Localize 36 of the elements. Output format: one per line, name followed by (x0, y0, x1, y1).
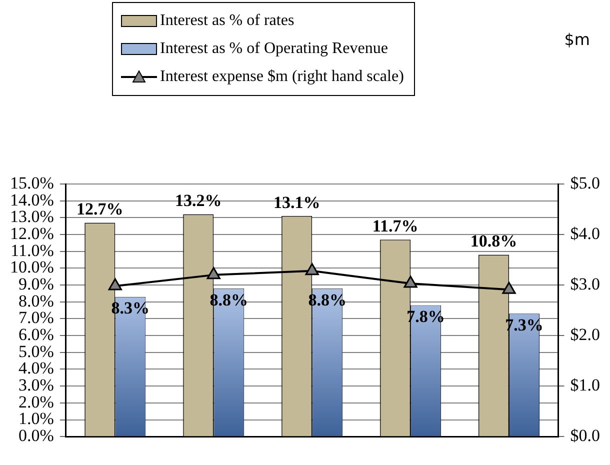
y-tick-label: 7.0% (18, 308, 54, 328)
point (206, 267, 220, 280)
y-tick-label: 6.0% (18, 325, 54, 344)
legend-label: Interest as % of rates (160, 12, 294, 30)
y-tick-label: 15.0% (10, 173, 54, 192)
y2-tick-label: $0.0 (570, 426, 600, 446)
y-tick-label: 10.0% (10, 258, 54, 277)
data-label: 11.7% (372, 216, 418, 236)
y-tick-label: 9.0% (18, 274, 54, 294)
y2-tick-label: $1.0 (570, 376, 600, 395)
data-label: 10.8% (470, 232, 518, 251)
point (404, 276, 418, 288)
y-tick-label: 4.0% (18, 358, 54, 378)
y2-tick-label: $3.0 (570, 274, 600, 294)
text: $m (564, 30, 590, 49)
legend-label: Interest as % of Operating Revenue (160, 40, 388, 58)
point (305, 263, 319, 276)
y-tick-label: 5.0% (18, 342, 54, 361)
y-tick-label: 11.0% (10, 240, 54, 260)
data-label: 12.7% (76, 200, 124, 219)
y2-tick-label: $2.0 (570, 325, 600, 344)
y-tick-label: 8.0% (18, 291, 54, 310)
y-tick-label: 1.0% (18, 409, 54, 428)
data-label: 13.1% (273, 192, 320, 212)
y2-tick-label: $5.0 (570, 173, 600, 192)
point (108, 278, 122, 290)
y-tick-label: 13.0% (10, 207, 54, 226)
y-tick-label: 0.0% (18, 426, 54, 446)
data-label: 13.2% (174, 191, 222, 210)
y2-tick-label: $4.0 (570, 224, 600, 243)
y-tick-label: 14.0% (10, 190, 54, 210)
y-tick-label: 3.0% (18, 376, 54, 395)
legend-label: Interest expense $m (right hand scale) (160, 68, 404, 86)
y-tick-label: 12.0% (10, 224, 54, 243)
y-tick-label: 2.0% (18, 392, 54, 412)
point (502, 282, 516, 294)
